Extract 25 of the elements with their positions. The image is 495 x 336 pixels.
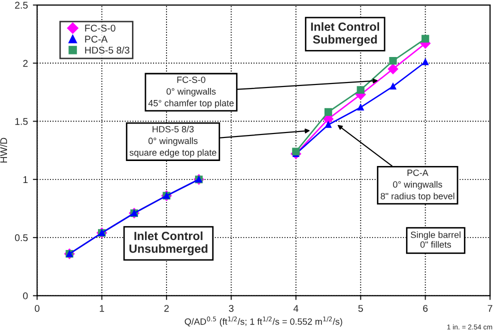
y-tick-label: 2.5 <box>15 2 28 9</box>
y-tick-label: 0.5 <box>14 234 28 242</box>
x-tick-label: 6 <box>423 304 428 312</box>
x-tick-label: 4 <box>293 305 298 312</box>
x-tick-label: 5 <box>358 305 363 312</box>
annotation: HDS-5 8/3 0° wingwalls square edge top plate <box>130 126 216 158</box>
y-tick-label: 2 <box>23 60 28 67</box>
legend-label: HDS-5 8/3 <box>85 46 130 54</box>
annotation: FC-S-0 0° wingwalls 45° chamfer top plate <box>148 76 234 108</box>
legend-label: FC-S-0 <box>85 24 116 32</box>
annotation: Inlet Control Submerged <box>311 22 380 46</box>
x-tick-label: 7 <box>488 305 492 312</box>
annotation: PC-A 0° wingwalls 8" radius top bevel <box>380 170 454 202</box>
y-tick-label: 0 <box>23 292 28 300</box>
x-tick-label: 2 <box>164 304 169 312</box>
legend-label: PC-A <box>85 36 108 43</box>
x-tick-label: 3 <box>228 304 234 312</box>
annotation: Single barrel 0" fillets <box>410 231 460 248</box>
annotation: Inlet Control Unsubmerged <box>130 231 208 256</box>
x-tick-label: 1 <box>100 305 104 312</box>
y-tick-label: 1 <box>23 176 28 183</box>
x-tick-label: 0 <box>34 304 40 312</box>
y-axis-title: HW/D <box>0 138 8 163</box>
text: Q/AD$^{0.5}$ (ft$^{1/2}$/s; 1 ft$^{1/2}$/s = 0.552 m$^{1/2}$/s) <box>184 316 342 327</box>
y-tick-label: 1.5 <box>15 118 28 125</box>
